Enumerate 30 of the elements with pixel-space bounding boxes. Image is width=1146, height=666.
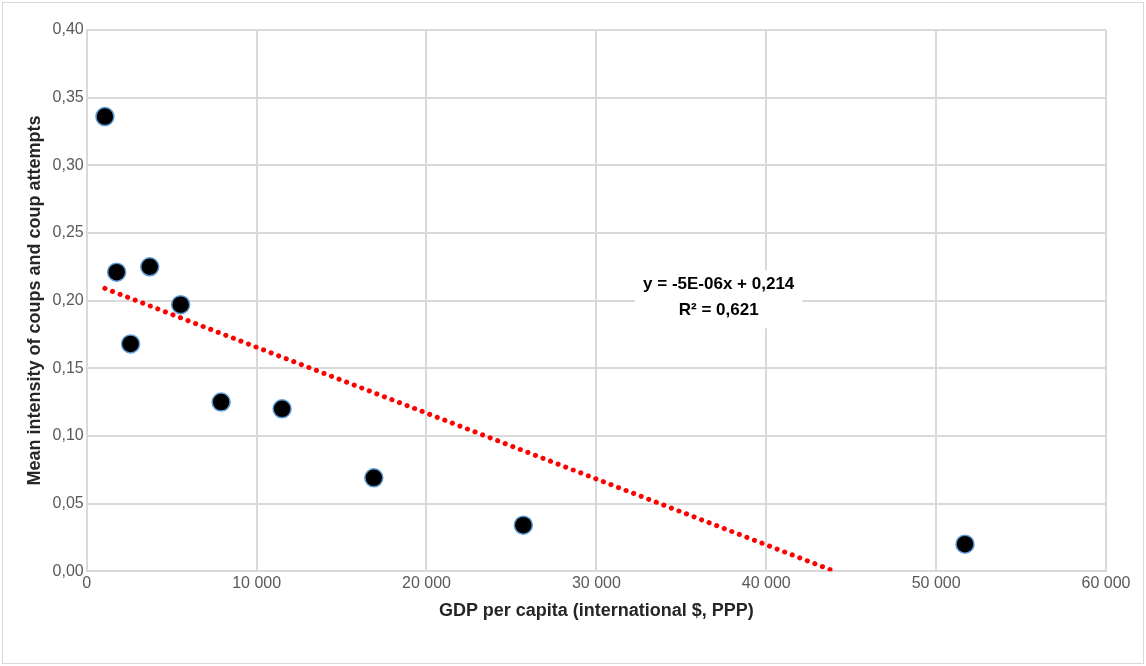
point: [513, 515, 534, 535]
y-tick-label: 0,40: [52, 20, 84, 38]
x-tick-label: 50 000: [911, 574, 961, 592]
y-tick-label: 0,05: [52, 493, 84, 511]
point: [170, 294, 191, 315]
x-tick-label: 0: [82, 574, 92, 592]
point: [272, 399, 292, 419]
y-tick-label: 0,10: [52, 426, 84, 444]
point: [95, 106, 115, 127]
y-tick-label: 0,35: [52, 88, 84, 106]
x-tick-label: 20 000: [402, 574, 452, 592]
y-axis-title: Mean intensity of coups and coup attempts: [23, 115, 44, 486]
y-tick-label: 0,15: [52, 358, 84, 376]
point: [106, 262, 127, 282]
y-tick-label: 0,20: [52, 291, 84, 309]
point: [955, 534, 975, 554]
point: [211, 392, 231, 412]
x-axis-title: GDP per capita (international $, PPP): [439, 600, 754, 621]
x-tick-label: 60 000: [1081, 574, 1131, 592]
x-tick-label: 10 000: [232, 574, 282, 592]
x-tick-label: 30 000: [571, 574, 621, 592]
annotation: R² = 0,621: [678, 300, 759, 320]
y-tick-label: 0,00: [52, 561, 84, 579]
y-tick-label: 0,30: [52, 155, 84, 173]
point: [140, 257, 160, 277]
point: [120, 334, 141, 354]
x-tick-label: 40 000: [741, 574, 791, 592]
y-tick-label: 0,25: [52, 223, 84, 241]
point: [364, 468, 384, 488]
annotation: y = -5E-06x + 0,214: [643, 274, 795, 294]
